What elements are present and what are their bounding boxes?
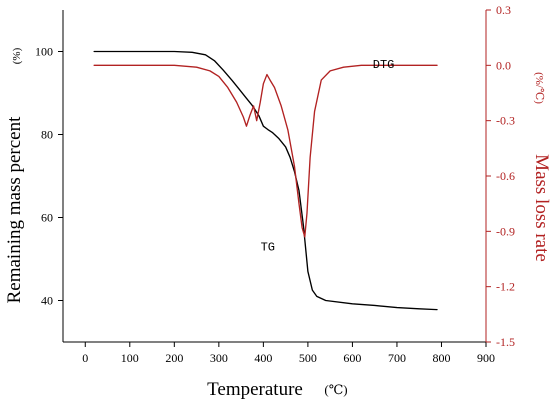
x-tick-label: 100 xyxy=(121,351,139,365)
x-tick-label: 900 xyxy=(477,351,495,365)
x-tick-label: 600 xyxy=(343,351,361,365)
x-tick-label: 700 xyxy=(388,351,406,365)
y-left-tick-label: 100 xyxy=(35,45,53,59)
y-left-axis-unit: (%) xyxy=(11,47,23,64)
y-right-tick-label: 0.0 xyxy=(496,58,511,72)
axes-layer: 0 100 200 300 400 500 600 700 800 900 40 60 80 100 0.3… xyxy=(35,3,515,365)
tg-annotation: TG xyxy=(261,241,275,255)
dtg-series-line xyxy=(93,64,438,238)
y-right-tick-label: -0.6 xyxy=(496,169,515,183)
x-tick-label: 800 xyxy=(432,351,450,365)
y-left-axis-label: Remaining mass percent xyxy=(4,116,25,304)
x-tick-label: 400 xyxy=(254,351,272,365)
x-tick-label: 200 xyxy=(165,351,183,365)
series-layer: TG DTG xyxy=(93,50,438,311)
y-right-axis-label: Mass loss rate xyxy=(531,154,550,262)
x-axis-unit: (℃) xyxy=(324,382,347,397)
y-right-axis-unit: (%/℃) xyxy=(533,72,545,104)
y-left-tick-label: 40 xyxy=(41,294,53,308)
y-left-tick-label: 80 xyxy=(41,128,53,142)
y-right-tick-label: -0.3 xyxy=(496,114,515,128)
y-right-tick-label: -1.5 xyxy=(496,335,515,349)
y-right-tick-label: 0.3 xyxy=(496,3,511,17)
y-right-tick-label: -0.9 xyxy=(496,224,515,238)
x-axis-label: Temperature xyxy=(207,379,303,400)
y-right-tick-label: -1.2 xyxy=(496,280,515,294)
x-tick-label: 500 xyxy=(299,351,317,365)
tg-series-line xyxy=(93,50,438,311)
dtg-annotation: DTG xyxy=(373,58,395,72)
y-left-tick-label: 60 xyxy=(41,211,53,225)
x-tick-label: 0 xyxy=(82,351,88,365)
x-tick-label: 300 xyxy=(210,351,228,365)
